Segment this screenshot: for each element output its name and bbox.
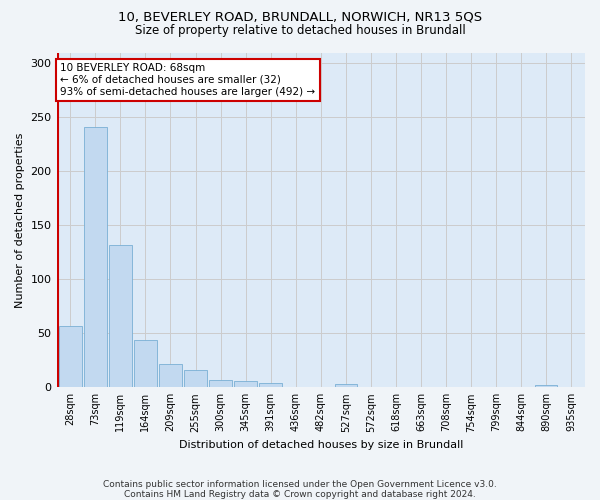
Text: 10 BEVERLEY ROAD: 68sqm
← 6% of detached houses are smaller (32)
93% of semi-det: 10 BEVERLEY ROAD: 68sqm ← 6% of detached…	[60, 64, 316, 96]
Text: 10, BEVERLEY ROAD, BRUNDALL, NORWICH, NR13 5QS: 10, BEVERLEY ROAD, BRUNDALL, NORWICH, NR…	[118, 11, 482, 24]
X-axis label: Distribution of detached houses by size in Brundall: Distribution of detached houses by size …	[179, 440, 463, 450]
Bar	[134, 340, 157, 388]
Bar	[184, 370, 207, 388]
Bar	[84, 127, 107, 388]
Bar	[335, 384, 357, 388]
Text: Contains public sector information licensed under the Open Government Licence v3: Contains public sector information licen…	[103, 480, 497, 489]
Bar	[535, 385, 557, 388]
Bar	[159, 364, 182, 388]
Bar	[109, 244, 131, 388]
Text: Size of property relative to detached houses in Brundall: Size of property relative to detached ho…	[134, 24, 466, 37]
Bar	[209, 380, 232, 388]
Bar	[235, 381, 257, 388]
Bar	[59, 326, 82, 388]
Text: Contains HM Land Registry data © Crown copyright and database right 2024.: Contains HM Land Registry data © Crown c…	[124, 490, 476, 499]
Bar	[259, 383, 282, 388]
Y-axis label: Number of detached properties: Number of detached properties	[15, 132, 25, 308]
